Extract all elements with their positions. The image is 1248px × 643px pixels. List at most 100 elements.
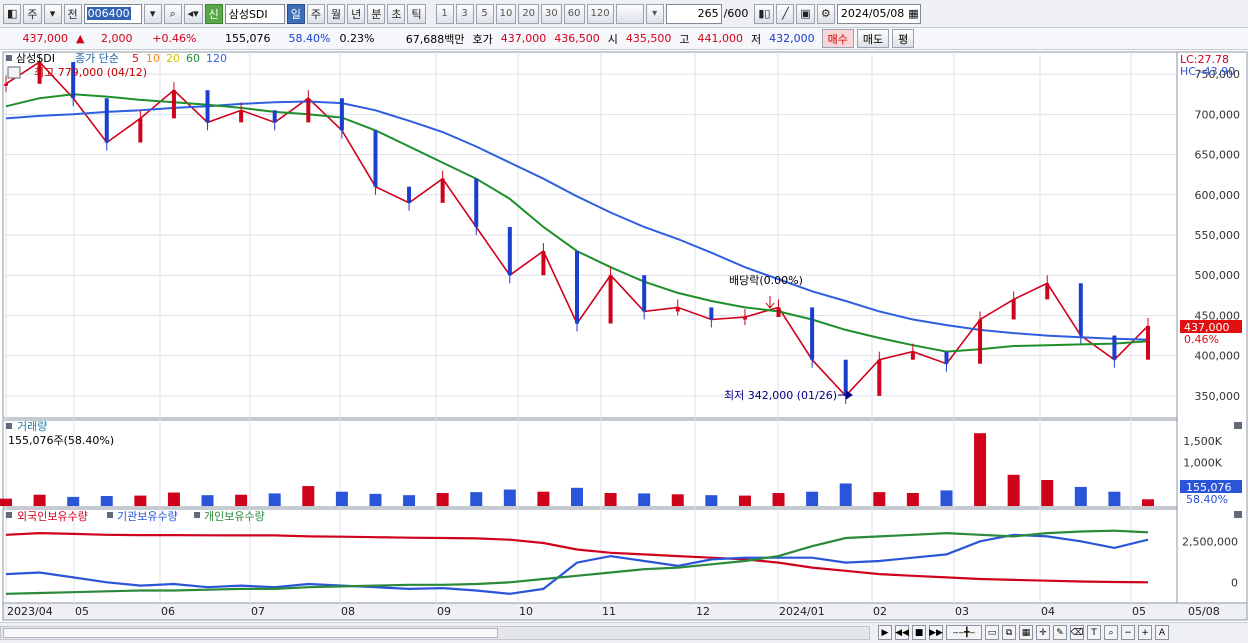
panel-menu-icon[interactable] [6, 55, 12, 61]
fast-forward-icon[interactable]: ▶▶ [929, 625, 943, 640]
high-annotation: 최고 779,000 (04/12) [34, 66, 147, 79]
interval-120[interactable]: 120 [586, 3, 614, 24]
search-icon[interactable]: ⌕ [163, 3, 182, 24]
price-change: 2,000 [100, 32, 133, 45]
sell-button[interactable]: 매도 [856, 29, 890, 48]
candle-body [71, 62, 76, 99]
interval-60[interactable]: 60 [563, 3, 585, 24]
period-tab-week[interactable]: 주 [306, 3, 325, 24]
zoom-out-icon[interactable]: − [1121, 625, 1135, 640]
scroll-right-icon[interactable]: ▶ [878, 625, 892, 640]
chart-canvas[interactable]: 750,000 700,000 650,000 600,000 550,000 500,0… [0, 50, 1248, 622]
stop-icon[interactable]: ■ [912, 625, 926, 640]
candle-type-icon[interactable]: ▮▯ [754, 3, 775, 24]
code-dropdown-icon[interactable]: ▾ [143, 3, 162, 24]
period-tab-year[interactable]: 년 [347, 3, 366, 24]
zoom-slider-icon[interactable]: ‒‒╋‒ [946, 625, 982, 640]
zoom-in-icon[interactable]: + [1138, 625, 1152, 640]
holding-series-0 [5, 531, 1149, 584]
scrollbar-thumb[interactable] [3, 628, 498, 638]
period-tab-tick[interactable]: 틱 [407, 3, 426, 24]
layout-icon[interactable]: ▭ [985, 625, 999, 640]
period-tab-month[interactable]: 월 [326, 3, 346, 24]
low-label: 저 [750, 32, 762, 46]
calendar-icon[interactable]: ▦ [908, 7, 919, 20]
period-tab-day[interactable]: 일 [286, 3, 305, 24]
copy-icon[interactable]: ⧉ [1002, 625, 1016, 640]
candle-body [910, 351, 915, 360]
bar-count-input[interactable]: 265 [665, 3, 722, 24]
holding-panel-menu-icon[interactable] [6, 512, 12, 518]
candle-body [709, 307, 714, 320]
volume-panel-menu-icon[interactable] [6, 423, 12, 429]
current-pct-tag: 0.46% [1184, 333, 1219, 346]
save-icon[interactable]: ▣ [796, 3, 815, 24]
grid-icon[interactable]: ▦ [1019, 625, 1033, 640]
stock-code-input[interactable]: 006400 [83, 3, 142, 24]
rewind-icon[interactable]: ◀◀ [895, 625, 909, 640]
volume-bar [671, 494, 684, 506]
eraser-icon[interactable]: ⌫ [1070, 625, 1084, 640]
window-icon[interactable]: ◧ [3, 3, 22, 24]
high-price: 441,000 [697, 32, 743, 45]
text-tool-icon[interactable]: T [1087, 625, 1101, 640]
magnifier-icon[interactable]: ⌕ [1104, 625, 1118, 640]
market-dropdown-icon[interactable]: ▾ [43, 3, 62, 24]
price-y-tick: 550,000 [1195, 229, 1241, 242]
market-select[interactable]: 주 [23, 3, 42, 24]
chart-toolbar: ◧ 주 ▾ 전 006400 ▾ ⌕ ◂▾ 신 삼성SDI 일 주 월 년 분 … [0, 0, 1248, 28]
volume-bar [335, 491, 348, 506]
interval-custom-input[interactable] [615, 3, 644, 24]
candle-body [675, 307, 680, 312]
bottom-bar: ▶ ◀◀ ■ ▶▶ ‒‒╋‒ ▭ ⧉ ▦ ✛ ✎ ⌫ T ⌕ − + A [0, 622, 1248, 643]
chart-area[interactable]: 750,000 700,000 650,000 600,000 550,000 500,0… [0, 50, 1248, 622]
volume-bar [235, 494, 248, 506]
legend-stock-name: 삼성SDI [16, 52, 55, 65]
legend-ma-20: 20 [166, 52, 180, 65]
candle-body [575, 251, 579, 324]
interval-30[interactable]: 30 [541, 3, 562, 24]
volume-bar [1007, 474, 1020, 506]
candle-body [877, 359, 882, 396]
quote-bar: 437,000 ▲ 2,000 +0.46% 155,076 58.40% 0.… [0, 28, 1248, 50]
x-axis-tick: 05 [75, 605, 89, 618]
volume-panel-close-icon[interactable] [1234, 422, 1242, 429]
period-tab-minute[interactable]: 분 [367, 3, 386, 24]
x-axis-tick: 05 [1132, 605, 1146, 618]
legend-ma-10: 10 [146, 52, 160, 65]
price-y-tick: 500,000 [1195, 269, 1241, 282]
volume-bar [1142, 499, 1154, 506]
holding-panel-close-icon[interactable] [1234, 511, 1242, 518]
volume-bar [1041, 480, 1054, 506]
buy-button[interactable]: 매수 [821, 29, 854, 48]
interval-5[interactable]: 5 [475, 3, 494, 24]
interval-1[interactable]: 1 [435, 3, 454, 24]
date-input[interactable]: 2024/05/08 ▦ [836, 3, 921, 24]
low-arrow-icon [838, 390, 853, 400]
holding-series-2 [5, 529, 1149, 595]
volume-bar [167, 492, 180, 506]
interval-20[interactable]: 20 [518, 3, 540, 24]
volume-bar [0, 498, 12, 506]
line-tool-icon[interactable]: ╱ [776, 3, 795, 24]
eval-button[interactable]: 평 [892, 29, 915, 48]
bid-price-2: 436,500 [554, 32, 600, 45]
candle-body [306, 98, 311, 123]
interval-dropdown-icon[interactable]: ▾ [645, 3, 664, 24]
new-badge: 신 [204, 3, 223, 24]
interval-3[interactable]: 3 [455, 3, 474, 24]
stock-name-field[interactable]: 삼성SDI [224, 3, 285, 24]
table-toggle-icon[interactable] [7, 66, 21, 79]
volume-bar [201, 495, 214, 506]
volume-y-tick: 1,500K [1183, 435, 1222, 448]
prev-button[interactable]: 전 [63, 3, 82, 24]
candle-body [944, 351, 949, 364]
period-tab-second[interactable]: 초 [387, 3, 406, 24]
speaker-icon[interactable]: ◂▾ [183, 3, 203, 24]
interval-10[interactable]: 10 [495, 3, 517, 24]
auto-scale-icon[interactable]: A [1155, 625, 1169, 640]
chart-scrollbar[interactable] [0, 626, 870, 640]
crosshair-icon[interactable]: ✛ [1036, 625, 1050, 640]
gear-icon[interactable]: ⚙ [816, 3, 835, 24]
draw-icon[interactable]: ✎ [1053, 625, 1067, 640]
